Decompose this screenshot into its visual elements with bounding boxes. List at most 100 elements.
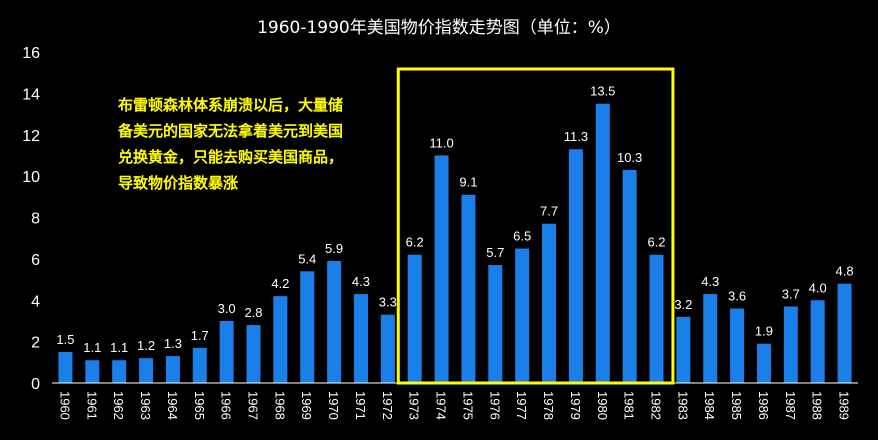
data-label: 3.6: [728, 289, 746, 304]
bar: [649, 254, 664, 383]
bar: [676, 316, 691, 383]
data-label: 4.2: [271, 276, 289, 291]
x-tick-label: 1975: [460, 391, 475, 420]
data-label: 3.3: [379, 295, 397, 310]
y-axis: 0 2 4 6 8 10 12 14 16: [22, 45, 40, 393]
x-tick-label: 1964: [165, 391, 180, 420]
bar-series: [58, 103, 852, 383]
bar: [837, 283, 852, 383]
data-label: 11.0: [429, 135, 453, 150]
data-label: 5.9: [325, 241, 343, 256]
data-label: 6.2: [406, 235, 424, 250]
data-label: 6.5: [513, 229, 531, 244]
data-label: 13.5: [590, 84, 615, 99]
bar: [139, 358, 154, 383]
data-label: 5.4: [298, 251, 316, 266]
annotation-text: 布雷顿森林体系崩溃以后，大量储 备美元的国家无法拿着美元到美国 兑换黄金，只能去…: [118, 92, 408, 196]
chart-title: 1960-1990年美国物价指数走势图（单位：%）: [257, 18, 621, 38]
bar: [407, 254, 422, 383]
bar: [353, 294, 368, 383]
bar: [595, 103, 610, 383]
annotation-line: 布雷顿森林体系崩溃以后，大量储: [118, 96, 344, 114]
bar: [192, 347, 207, 383]
x-tick-label: 1965: [192, 391, 207, 420]
data-label: 6.2: [647, 235, 665, 250]
bar: [327, 260, 342, 383]
annotation-line: 兑换黄金，只能去购买美国商品，: [118, 148, 344, 166]
bar: [58, 351, 73, 383]
data-label: 1.7: [191, 328, 209, 343]
bar: [542, 223, 557, 383]
annotation-line: 备美元的国家无法拿着美元到美国: [118, 122, 344, 140]
data-label: 1.1: [110, 340, 128, 355]
data-label: 5.7: [486, 245, 504, 260]
x-tick-label: 1972: [380, 391, 395, 420]
y-tick-label: 8: [31, 211, 40, 228]
data-label: 3.0: [218, 301, 236, 316]
x-tick-label: 1963: [138, 391, 153, 420]
data-labels: 1.5 1.1 1.1 1.2 1.3 1.7 3.0 2.8 4.2 5.4 5.9 4.3 3.3 6…: [56, 84, 853, 356]
x-tick-label: 1968: [272, 391, 287, 420]
bar: [515, 248, 530, 383]
bar: [488, 265, 503, 383]
x-tick-label: 1986: [756, 391, 771, 420]
data-label: 10.3: [617, 150, 642, 165]
data-label: 1.9: [755, 324, 773, 339]
x-tick-label: 1961: [84, 391, 99, 420]
data-label: 4.3: [352, 274, 370, 289]
bar: [380, 314, 395, 383]
data-label: 1.5: [56, 332, 74, 347]
y-tick-label: 16: [22, 45, 40, 62]
x-tick-label: 1981: [622, 391, 637, 420]
x-tick-label: 1969: [299, 391, 314, 420]
y-tick-label: 10: [22, 169, 40, 186]
data-label: 1.3: [164, 336, 182, 351]
bar: [246, 325, 261, 383]
x-tick-label: 1976: [487, 391, 502, 420]
x-tick-label: 1971: [353, 391, 368, 420]
x-tick-label: 1984: [702, 391, 717, 420]
bar: [810, 300, 825, 383]
data-label: 4.8: [836, 264, 854, 279]
x-tick-label: 1962: [111, 391, 126, 420]
annotation-line: 导致物价指数暴涨: [118, 174, 239, 192]
bar: [300, 271, 315, 383]
bar: [703, 294, 718, 383]
x-tick-label: 1974: [434, 391, 449, 420]
data-label: 7.7: [540, 204, 558, 219]
x-tick-label: 1983: [675, 391, 690, 420]
bar: [622, 169, 637, 383]
highlight-box: [396, 67, 675, 385]
x-tick-label: 1970: [326, 391, 341, 420]
x-tick-label: 1980: [595, 391, 610, 420]
x-tick-label: 1979: [568, 391, 583, 420]
bar: [730, 308, 745, 383]
x-tick-label: 1985: [729, 391, 744, 420]
y-tick-label: 0: [31, 376, 40, 393]
bar: [219, 320, 234, 383]
y-tick-label: 14: [22, 86, 40, 103]
x-tick-label: 1982: [649, 391, 664, 420]
data-label: 4.3: [701, 274, 719, 289]
x-tick-label: 1960: [57, 391, 72, 420]
bar: [85, 360, 100, 383]
bar: [568, 149, 583, 383]
bar: [165, 356, 180, 383]
bar: [783, 306, 798, 383]
bar: [434, 155, 449, 383]
y-tick-label: 6: [31, 252, 40, 269]
y-tick-label: 2: [31, 335, 40, 352]
bar: [756, 343, 771, 383]
data-label: 1.1: [83, 340, 101, 355]
data-label: 2.8: [244, 305, 262, 320]
bar: [273, 296, 288, 383]
bar: [461, 194, 476, 383]
y-tick-label: 4: [31, 293, 40, 310]
x-tick-label: 1978: [541, 391, 556, 420]
x-tick-label: 1967: [246, 391, 261, 420]
data-label: 3.2: [674, 297, 692, 312]
x-tick-label: 1977: [514, 391, 529, 420]
data-label: 11.3: [564, 129, 588, 144]
x-tick-label: 1973: [407, 391, 422, 420]
